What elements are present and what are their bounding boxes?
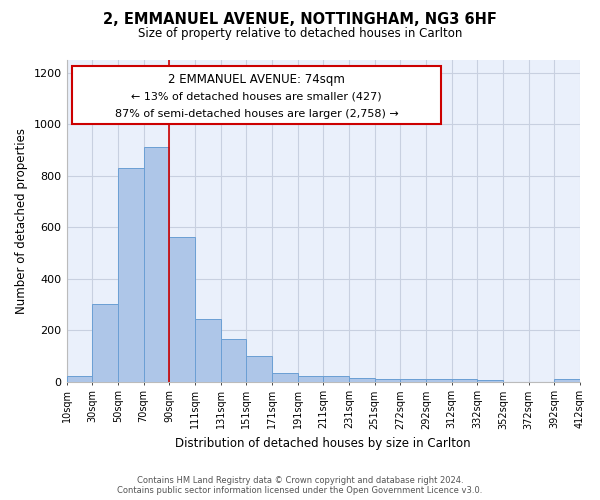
Bar	[272, 372, 298, 382]
Text: ← 13% of detached houses are smaller (427): ← 13% of detached houses are smaller (42…	[131, 92, 382, 102]
Bar	[554, 380, 580, 382]
Text: Contains HM Land Registry data © Crown copyright and database right 2024.
Contai: Contains HM Land Registry data © Crown c…	[118, 476, 482, 495]
Text: Size of property relative to detached houses in Carlton: Size of property relative to detached ho…	[138, 28, 462, 40]
FancyBboxPatch shape	[71, 66, 442, 124]
Bar	[349, 378, 374, 382]
Bar	[374, 379, 400, 382]
Bar	[452, 380, 478, 382]
Bar	[478, 380, 503, 382]
Text: 2, EMMANUEL AVENUE, NOTTINGHAM, NG3 6HF: 2, EMMANUEL AVENUE, NOTTINGHAM, NG3 6HF	[103, 12, 497, 28]
Bar	[246, 356, 272, 382]
Bar	[323, 376, 349, 382]
Bar	[118, 168, 143, 382]
Bar	[169, 238, 195, 382]
Bar	[92, 304, 118, 382]
Bar	[400, 379, 426, 382]
Bar	[67, 376, 92, 382]
X-axis label: Distribution of detached houses by size in Carlton: Distribution of detached houses by size …	[175, 437, 471, 450]
Bar	[221, 339, 246, 382]
Text: 87% of semi-detached houses are larger (2,758) →: 87% of semi-detached houses are larger (…	[115, 109, 398, 119]
Bar	[426, 379, 452, 382]
Text: 2 EMMANUEL AVENUE: 74sqm: 2 EMMANUEL AVENUE: 74sqm	[168, 72, 345, 86]
Bar	[298, 376, 323, 382]
Y-axis label: Number of detached properties: Number of detached properties	[15, 128, 28, 314]
Bar	[195, 318, 221, 382]
Bar	[143, 148, 169, 382]
